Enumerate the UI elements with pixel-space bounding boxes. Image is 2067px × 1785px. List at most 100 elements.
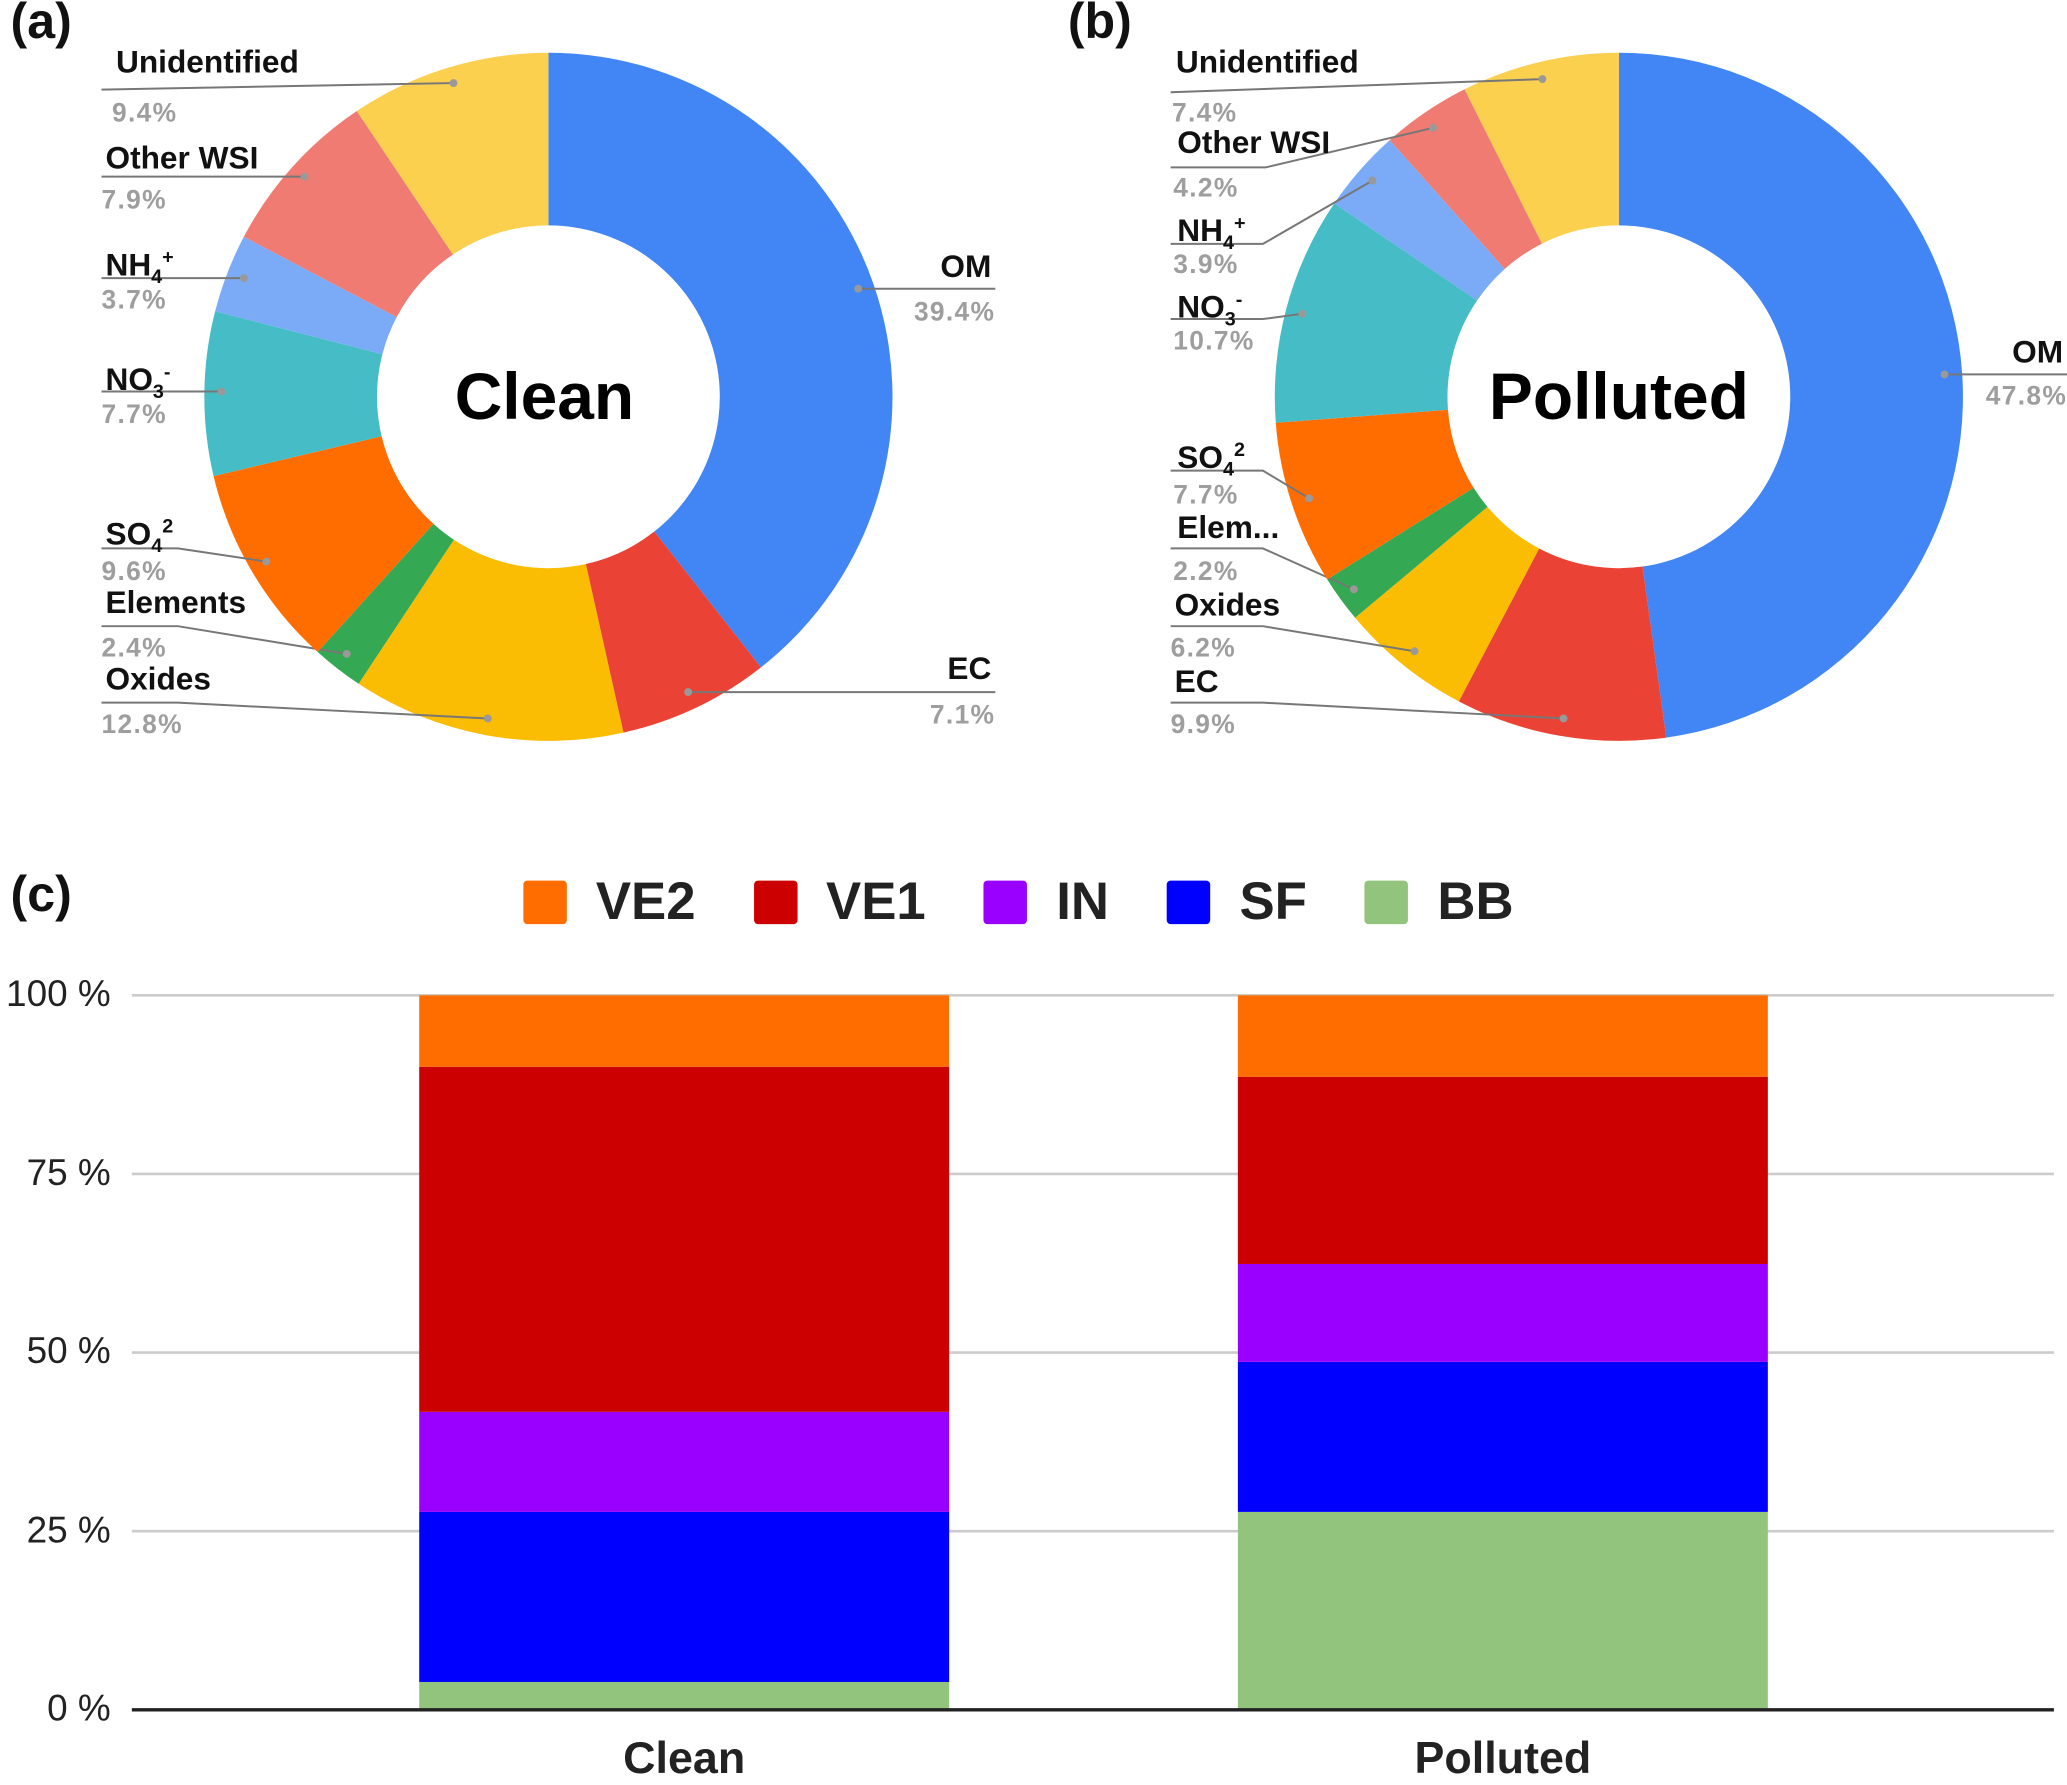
leader-line — [101, 547, 267, 563]
leader-line — [1170, 78, 1543, 94]
donut-slice-so4 — [213, 436, 434, 653]
slice-label-elements: Elements — [105, 586, 246, 621]
slice-percent: 47.8% — [1985, 382, 2067, 412]
slice-superscript: - — [1235, 288, 1243, 312]
legend-label: VE2 — [595, 872, 696, 931]
leader-dot — [1349, 585, 1358, 594]
legend-swatch — [523, 879, 567, 924]
panel-label-c: (c) — [10, 867, 72, 923]
y-tick-label: 75 % — [26, 1151, 111, 1193]
slice-label-nh4: NH4+ — [1177, 207, 1245, 261]
donut-slice-no3 — [1274, 203, 1478, 423]
slice-percent: 7.9% — [101, 185, 167, 215]
slice-label-oxides: Oxides — [1175, 589, 1281, 623]
legend-swatch — [1166, 879, 1211, 924]
slice-percent: 3.7% — [101, 286, 167, 316]
donut-slice-unidentified — [356, 52, 549, 255]
donut-slice-elem — [1327, 487, 1488, 618]
leader-dot — [1559, 714, 1568, 723]
slice-name: Oxides — [1174, 587, 1281, 624]
leader-dot — [300, 172, 309, 181]
panel-label-a: (a) — [10, 0, 72, 51]
slice-percent: 4.2% — [1173, 174, 1239, 204]
pie-charts — [101, 52, 2067, 741]
legend-item-bb: BB — [1364, 872, 1514, 931]
legend-swatch — [753, 879, 798, 924]
slice-label-unidentified: Unidentified — [116, 44, 299, 81]
legend-item-in: IN — [983, 872, 1109, 931]
bar-segment-polluted-sf — [1237, 1361, 1768, 1512]
bar-segment-clean-ve1 — [419, 1066, 950, 1412]
slice-subscript: 3 — [1224, 308, 1236, 331]
donut-slice-ec — [1458, 548, 1667, 741]
x-category-label: Polluted — [1414, 1733, 1592, 1784]
legend-label: BB — [1437, 872, 1514, 931]
donut-clean — [101, 52, 996, 741]
slice-subscript: 4 — [151, 266, 163, 289]
donut-polluted — [1170, 52, 2067, 741]
slice-subscript: 4 — [151, 534, 163, 558]
slice-label-om: OM — [940, 250, 991, 284]
slice-label-other-wsi: Other WSI — [105, 142, 258, 176]
donut-slice-om — [1618, 52, 1963, 738]
leader-dot — [854, 284, 863, 293]
slice-label-oxides: Oxides — [105, 662, 211, 697]
slice-percent: 9.4% — [112, 98, 178, 128]
slice-name: Other WSI — [105, 141, 259, 177]
leader-line — [1170, 625, 1415, 653]
slice-superscript: + — [162, 246, 174, 269]
legend-item-ve1: VE1 — [753, 872, 926, 931]
slice-name: NO — [105, 362, 153, 399]
leader-dot — [1305, 494, 1314, 503]
donut-slice-oxides — [1355, 506, 1540, 702]
slice-percent: 9.9% — [1170, 710, 1237, 740]
slice-name: Unidentified — [116, 44, 299, 81]
donut-slice-other-wsi — [243, 111, 453, 318]
slice-name: NO — [1177, 290, 1225, 326]
leader-dot — [342, 649, 351, 658]
slice-percent: 7.7% — [1173, 481, 1239, 511]
slice-name: OM — [2012, 334, 2064, 371]
y-tick-label: 0 % — [47, 1687, 111, 1729]
leader-line — [101, 701, 488, 720]
leader-dot — [217, 387, 226, 396]
slice-label-other-wsi: Other WSI — [1177, 125, 1331, 161]
leader-dot — [483, 714, 492, 723]
donut-slice-ec — [585, 531, 762, 733]
donut-slice-om — [548, 52, 893, 668]
donut-slice-elements — [317, 523, 454, 684]
slice-superscript: 2 — [162, 515, 174, 538]
slice-superscript: 2 — [1233, 438, 1245, 462]
slice-percent: 7.1% — [929, 701, 996, 731]
donut-slice-other-wsi — [1389, 89, 1543, 269]
legend-label: IN — [1056, 872, 1109, 931]
leader-dot — [239, 274, 248, 283]
leader-dot — [684, 688, 693, 697]
leader-line — [101, 82, 454, 91]
legend: VE2 VE1 IN SF BB — [523, 870, 1571, 933]
bar-segment-clean-bb — [419, 1681, 950, 1710]
bar-segment-polluted-ve1 — [1237, 1076, 1768, 1264]
slice-percent: 12.8% — [101, 710, 183, 740]
slice-label-elem: Elem... — [1177, 511, 1279, 546]
legend-item-ve2: VE2 — [523, 872, 696, 931]
leader-dot — [1429, 123, 1437, 132]
leader-line — [1170, 701, 1564, 720]
leader-line — [1170, 179, 1373, 245]
slice-name: Other WSI — [1177, 125, 1331, 161]
donut-slice-no3 — [204, 311, 383, 477]
x-category-label: Clean — [623, 1733, 746, 1784]
slice-percent: 2.2% — [1173, 557, 1239, 587]
bar-segment-clean-sf — [419, 1511, 950, 1682]
slice-name: SO — [105, 516, 152, 553]
slice-label-no3: NO3- — [1177, 283, 1242, 337]
slice-label-ec: EC — [947, 652, 991, 687]
slice-label-nh4: NH4+ — [105, 241, 173, 295]
bar-segment-polluted-bb — [1237, 1511, 1768, 1710]
slice-label-so4: SO42 — [105, 510, 173, 564]
leader-line — [1170, 469, 1310, 500]
y-tick-label: 25 % — [26, 1508, 111, 1550]
bar-segment-clean-in — [419, 1411, 950, 1512]
legend-swatch — [983, 879, 1028, 924]
